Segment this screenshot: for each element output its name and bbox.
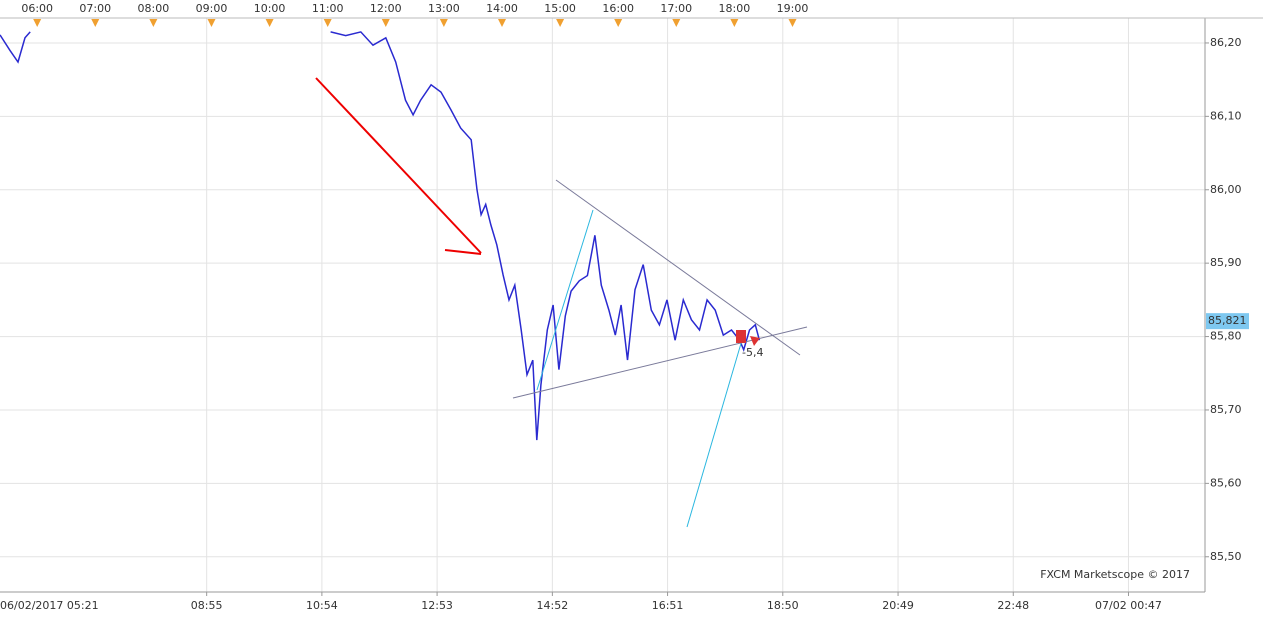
last-price-box: [1206, 313, 1249, 330]
trend-line: [555, 179, 801, 356]
y-tick-label: 86,10: [1210, 109, 1242, 122]
top-tick-marker: [207, 19, 216, 27]
top-tick-marker: [439, 19, 448, 27]
drawings: [315, 77, 808, 528]
x-tick-label: 12:53: [421, 599, 453, 612]
top-tick-label: 16:00: [602, 2, 634, 15]
top-tick-marker: [149, 19, 158, 27]
top-tick-label: 15:00: [544, 2, 576, 15]
x-tick-label: 20:49: [882, 599, 914, 612]
top-tick-marker: [497, 19, 506, 27]
top-tick-marker: [323, 19, 332, 27]
red-arrow-head: [444, 249, 482, 255]
annotation: -5,4: [742, 346, 763, 359]
top-tick-label: 06:00: [21, 2, 53, 15]
top-tick-marker: [556, 19, 565, 27]
y-tick-label: 85,90: [1210, 256, 1242, 269]
plot-area: [0, 31, 761, 441]
y-tick-label: 86,00: [1210, 183, 1242, 196]
cyan-line: [536, 209, 594, 391]
last-price-label: 85,821: [1208, 314, 1247, 327]
top-tick-label: 08:00: [138, 2, 170, 15]
top-tick-label: 07:00: [79, 2, 111, 15]
order-marker: [736, 330, 760, 346]
top-tick-label: 14:00: [486, 2, 518, 15]
axes: 86,20 86,10 86,00 85,90 85,80 85,70 85,60 85,50…: [0, 2, 1249, 612]
top-tick-marker: [788, 19, 797, 27]
y-tick-label: 85,80: [1210, 330, 1242, 343]
y-tick-label: 86,20: [1210, 36, 1242, 49]
top-tick-marker: [672, 19, 681, 27]
x-tick-label: 18:50: [767, 599, 799, 612]
top-tick-label: 10:00: [254, 2, 286, 15]
top-tick-marker: [33, 19, 42, 27]
top-tick-marker: [730, 19, 739, 27]
x-tick-label: 08:55: [191, 599, 223, 612]
x-tick-label: 22:48: [997, 599, 1029, 612]
top-tick-label: 17:00: [660, 2, 692, 15]
x-tick-label: 14:52: [537, 599, 569, 612]
x-tick-label: 07/02 00:47: [1095, 599, 1162, 612]
x-tick-label: 16:51: [652, 599, 684, 612]
x-tick-label: 10:54: [306, 599, 338, 612]
top-tick-marker: [381, 19, 390, 27]
cyan-line: [686, 339, 743, 528]
top-tick-label: 09:00: [196, 2, 228, 15]
y-tick-label: 85,60: [1210, 476, 1242, 489]
top-tick-label: 18:00: [719, 2, 751, 15]
top-tick-label: 11:00: [312, 2, 344, 15]
top-tick-marker: [614, 19, 623, 27]
price-line: [0, 31, 761, 441]
top-tick-label: 12:00: [370, 2, 402, 15]
top-tick-label: 13:00: [428, 2, 460, 15]
top-tick-marker: [265, 19, 274, 27]
x-tick-label: 06/02/2017 05:21: [0, 599, 99, 612]
credit: FXCM Marketscope © 2017: [1040, 568, 1190, 581]
y-tick-label: 85,50: [1210, 550, 1242, 563]
y-tick-label: 85,70: [1210, 403, 1242, 416]
top-tick-marker: [91, 19, 100, 27]
top-tick-label: 19:00: [777, 2, 809, 15]
red-arrow: [315, 77, 482, 254]
